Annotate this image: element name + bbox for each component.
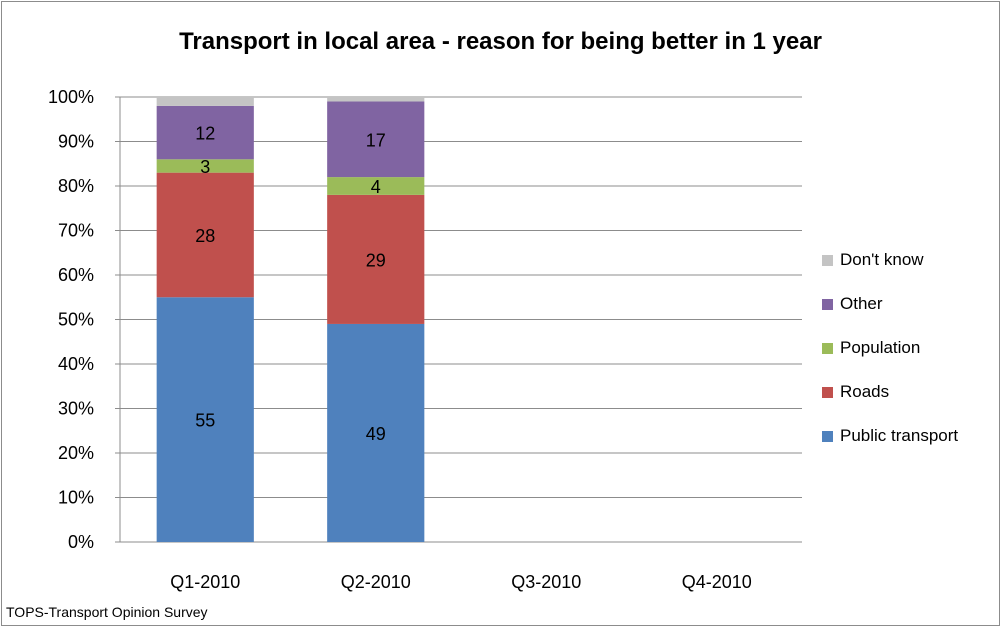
bar-segment	[327, 194, 425, 324]
x-tick-label: Q4-2010	[682, 572, 752, 592]
data-label: 17	[366, 130, 386, 150]
bar-segment	[156, 97, 254, 106]
legend-label: Other	[840, 294, 883, 313]
chart-legend: Don't know Other Population Roads Public tra…	[822, 250, 958, 470]
legend-item: Population	[822, 338, 958, 382]
chart-source-note: TOPS-Transport Opinion Survey	[6, 604, 208, 620]
legend-swatch	[822, 431, 833, 442]
legend-swatch	[822, 387, 833, 398]
x-tick-label: Q3-2010	[511, 572, 581, 592]
x-tick-label: Q2-2010	[341, 572, 411, 592]
bar-segment	[156, 105, 254, 160]
legend-item: Don't know	[822, 250, 958, 294]
legend-swatch	[822, 299, 833, 310]
data-label: 12	[195, 124, 215, 144]
y-tick-label: 50%	[58, 310, 94, 330]
y-tick-label: 0%	[68, 532, 94, 552]
y-tick-label: 60%	[58, 265, 94, 285]
y-tick-label: 40%	[58, 354, 94, 374]
data-label: 49	[366, 424, 386, 444]
legend-label: Roads	[840, 382, 890, 401]
y-tick-label: 100%	[48, 87, 94, 107]
y-tick-label: 10%	[58, 488, 94, 508]
legend-label: Population	[840, 338, 921, 357]
data-label: 3	[200, 157, 210, 177]
legend-label: Don't know	[840, 250, 924, 269]
data-label: 28	[195, 226, 215, 246]
bar-segment	[156, 159, 254, 173]
data-label: 4	[371, 177, 381, 197]
data-label: 29	[366, 250, 386, 270]
bar-segment	[156, 172, 254, 298]
y-tick-label: 30%	[58, 399, 94, 419]
bar-segment	[327, 323, 425, 542]
bar-segment	[327, 177, 425, 195]
legend-item: Public transport	[822, 426, 958, 470]
legend-item: Other	[822, 294, 958, 338]
bar-segment	[327, 101, 425, 178]
legend-label: Public transport	[840, 426, 959, 445]
y-tick-label: 20%	[58, 443, 94, 463]
y-tick-label: 80%	[58, 176, 94, 196]
y-tick-label: 70%	[58, 221, 94, 241]
bar-segment	[156, 297, 254, 542]
legend-item: Roads	[822, 382, 958, 426]
data-label: 55	[195, 411, 215, 431]
bar-segment	[327, 97, 425, 102]
legend-swatch	[822, 255, 833, 266]
chart-title: Transport in local area - reason for bei…	[179, 28, 822, 55]
legend-swatch	[822, 343, 833, 354]
x-tick-label: Q1-2010	[170, 572, 240, 592]
y-tick-label: 90%	[58, 132, 94, 152]
